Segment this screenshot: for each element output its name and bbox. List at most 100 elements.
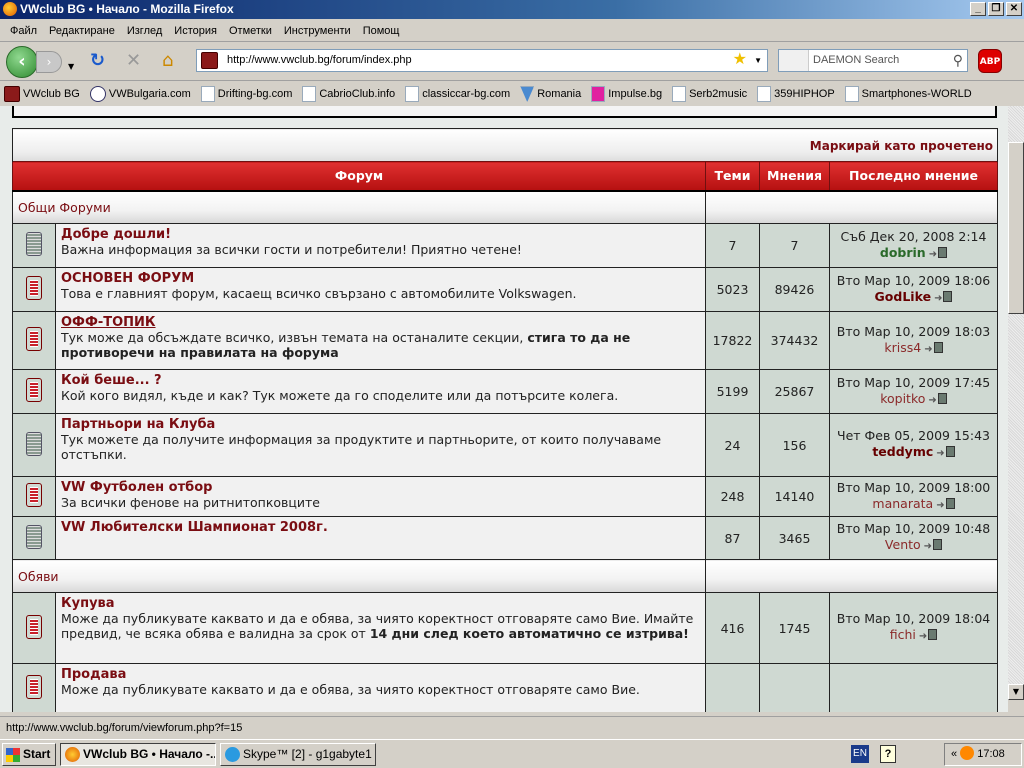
forum-description-bold: стига то да не противоречи на правилата … [61,330,631,360]
task-firefox[interactable]: VWclub BG • Начало -... [60,743,216,766]
bookmark-item[interactable]: Drifting-bg.com [200,86,292,102]
topics-count: 5199 [705,369,760,414]
back-button[interactable]: ‹ [6,46,38,78]
notification-icon[interactable] [960,746,975,760]
bookmark-star-icon[interactable]: ★ [732,51,747,68]
restore-button[interactable]: ❐ [988,2,1004,16]
forum-title-link[interactable]: VW Футболен отбор [61,480,213,495]
history-dropdown[interactable]: ▼ [68,62,75,71]
bookmark-item[interactable]: Smartphones-WORLD [844,86,972,102]
stop-icon[interactable]: ✕ [126,50,142,71]
bookmark-label: VWBulgaria.com [108,88,191,100]
view-latest-post-icon[interactable]: ➜ [936,498,954,514]
menu-item[interactable]: Файл [10,25,38,37]
menu-item[interactable]: Изглед [126,25,163,37]
adblock-button[interactable]: ABP [978,49,1002,73]
language-indicator[interactable]: EN [851,745,869,763]
bookmark-item[interactable]: classiccar-bg.com [405,86,510,102]
forum-title-link[interactable]: ОСНОВЕН ФОРУМ [61,271,195,286]
category-title[interactable]: Общи Форуми [12,190,706,224]
forum-title-link[interactable]: Добре дошли! [61,227,172,242]
last-post-user[interactable]: kopitko [880,390,926,406]
posts-count: 89426 [759,267,830,312]
last-post-user[interactable]: dobrin [879,244,926,260]
bookmark-label: Smartphones-WORLD [861,88,972,100]
forum-row: ОФФ-ТОПИК Тук може да обсъждате всичко, и… [12,311,998,370]
home-icon[interactable]: ⌂ [162,50,174,71]
task-skype[interactable]: Skype™ [2] - g1gabyte1 [220,743,376,766]
last-post: Чет Фев 05, 2009 15:43 teddymc ➜ [829,413,998,477]
scroll-down-arrow[interactable]: ▼ [1008,684,1024,700]
reload-icon[interactable]: ↻ [90,50,106,71]
close-button[interactable]: ✕ [1006,2,1022,16]
forum-title-link[interactable]: Купува [61,596,115,611]
view-latest-post-icon[interactable]: ➜ [924,539,942,555]
menu-item[interactable]: Редактиране [49,25,115,37]
last-post: Вто Мар 10, 2009 18:00 manarata ➜ [829,476,998,517]
header-forum: Форум [12,161,706,192]
last-post-user[interactable]: GodLike [874,288,932,304]
bookmark-item[interactable]: Impulse.bg [591,86,662,102]
forum-folder-icon [26,378,42,402]
start-button[interactable]: Start [2,743,56,766]
bookmark-item[interactable]: Serb2music [672,86,747,102]
header-posts: Мнения [759,161,830,192]
forum-title-link[interactable]: Кой беше... ? [61,373,162,388]
bookmark-item[interactable]: 359HIPHOP [757,86,835,102]
bookmark-item[interactable]: VWclub BG [4,86,80,102]
help-icon[interactable]: ? [880,745,896,763]
forum-description: Това е главният форум, касаещ всичко свъ… [61,286,577,301]
forum-title-link[interactable]: VW Любителски Шампионат 2008г. [61,520,328,535]
search-box[interactable]: DAEMON Search ⚲ [778,49,968,72]
header-last-post: Последно мнение [829,161,998,192]
forward-button[interactable]: › [36,51,62,73]
bookmark-label: classiccar-bg.com [422,88,511,100]
mark-read-link[interactable]: Маркирай като прочетено [809,138,993,153]
url-bar[interactable]: http://www.vwclub.bg/forum/index.php ★ ▼ [196,49,768,72]
clock: 17:08 [977,748,1005,760]
menu-item[interactable]: История [174,25,217,37]
forum-info: Добре дошли! Важна информация за всички г… [55,223,706,268]
topics-count: 87 [705,516,760,560]
view-latest-post-icon[interactable]: ➜ [919,629,937,645]
minimize-button[interactable]: _ [970,2,986,16]
view-latest-post-icon[interactable]: ➜ [929,247,947,263]
view-latest-post-icon[interactable]: ➜ [936,446,954,462]
last-post-user[interactable]: Vento [884,537,921,552]
bookmark-item[interactable]: Romania [520,86,581,102]
posts-count: 7 [759,223,830,268]
search-engine-selector[interactable] [779,50,809,71]
forum-title-link[interactable]: ОФФ-ТОПИК [61,315,156,330]
menu-item[interactable]: Инструменти [283,25,351,37]
vertical-scrollbar[interactable]: ▼ [1008,106,1024,700]
last-post-date: Вто Мар 10, 2009 17:45 [836,374,991,390]
bookmark-item[interactable]: VWBulgaria.com [89,86,191,102]
search-icon[interactable]: ⚲ [952,52,963,68]
last-post-user[interactable]: kriss4 [884,339,922,355]
view-latest-post-icon[interactable]: ➜ [924,342,942,358]
last-post: Вто Мар 10, 2009 18:03 kriss4 ➜ [829,311,998,370]
topics-count: 17822 [705,311,760,370]
last-post-user[interactable]: fichi [889,627,916,642]
header-topics: Теми [705,161,760,192]
task-label: VWclub BG • Начало -... [83,747,216,761]
forum-row: VW Любителски Шампионат 2008г. 87 3465 Вто … [12,516,998,560]
menu-item[interactable]: Отметки [228,25,272,37]
last-post-date: Вто Мар 10, 2009 18:06 [836,272,991,288]
bookmark-item[interactable]: CabrioClub.info [302,86,395,102]
url-text: http://www.vwclub.bg/forum/index.php [227,54,412,66]
view-latest-post-icon[interactable]: ➜ [928,393,946,409]
last-post-user[interactable]: teddymc [872,444,934,459]
category-title[interactable]: Обяви [12,559,706,593]
forum-title-link[interactable]: Партньори на Клуба [61,417,216,432]
forum-title-link[interactable]: Продава [61,667,127,682]
forum-info: Партньори на Клуба Тук можете да получите… [55,413,706,477]
scrollbar-thumb[interactable] [1008,142,1024,314]
last-post-date: Вто Мар 10, 2009 18:04 [836,611,991,626]
view-latest-post-icon[interactable]: ➜ [934,291,952,307]
skype-icon [225,747,240,762]
last-post-user[interactable]: manarata [872,495,934,511]
menu-item[interactable]: Помощ [362,25,400,37]
bookmark-icon [520,86,535,102]
url-dropdown-icon[interactable]: ▼ [754,56,762,65]
